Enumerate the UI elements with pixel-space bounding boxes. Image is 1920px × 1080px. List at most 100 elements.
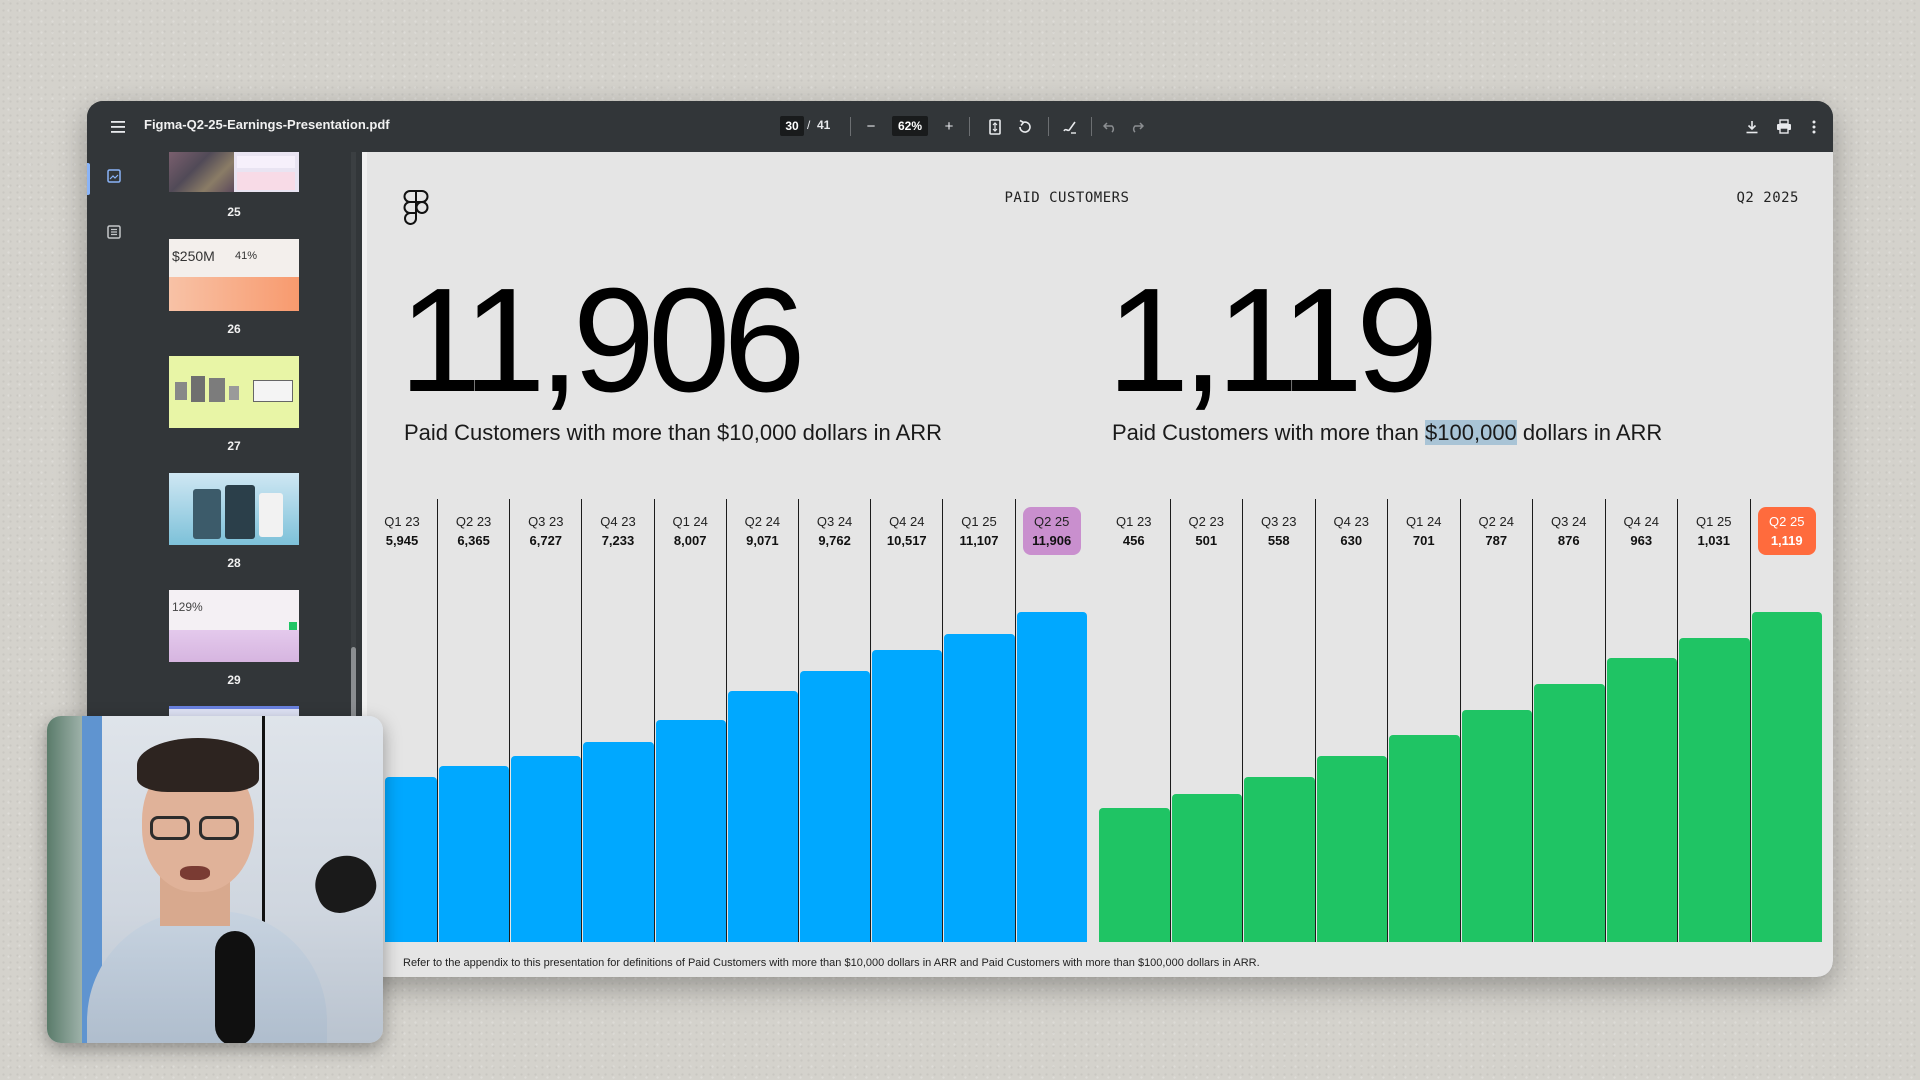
category-label: Q3 24 (1551, 514, 1587, 529)
zoom-out-button[interactable]: − (866, 118, 876, 135)
chart-column: Q2 25 11,906 (1016, 499, 1088, 942)
page-edge (362, 152, 367, 977)
page-thumbnail-28[interactable] (169, 473, 299, 545)
category-label: Q4 24 (1623, 514, 1659, 529)
thumbnail-chart (169, 630, 299, 662)
thumbnail-block (225, 485, 255, 539)
chart-bar (1679, 638, 1750, 942)
rotate-button[interactable] (1014, 113, 1036, 140)
right-metric-caption[interactable]: Paid Customers with more than $100,000 d… (1112, 420, 1662, 446)
page-thumbnail-29[interactable]: 129% (169, 590, 299, 662)
value-label: 1,119 (1770, 533, 1803, 548)
sidebar-scrollbar-track (351, 152, 356, 977)
chart-bar (1461, 710, 1532, 942)
thumbnail-text: 41% (235, 250, 258, 262)
category-label: Q2 24 (744, 514, 781, 529)
category-label: Q4 23 (600, 514, 636, 529)
fit-page-icon (989, 118, 1001, 135)
image-icon (107, 169, 121, 183)
value-label: 9,071 (746, 533, 779, 548)
selected-text[interactable]: $100,000 (1425, 420, 1517, 445)
category-label: Q2 23 (1188, 514, 1224, 529)
category-label: Q2 23 (455, 514, 492, 529)
chart-bar (944, 634, 1015, 942)
thumbnail-photo (169, 152, 234, 192)
category-label: Q1 24 (672, 514, 708, 529)
category-label: Q2 24 (1478, 514, 1514, 529)
chart-bar (727, 691, 798, 942)
webcam-overlay (47, 716, 383, 1043)
hamburger-icon (111, 120, 125, 133)
redo-button[interactable] (1127, 113, 1147, 140)
thumbnail-label-25: 25 (227, 205, 241, 219)
category-label: Q1 23 (1116, 514, 1152, 529)
chart-bar (800, 671, 871, 942)
thumbnail-block (237, 156, 295, 168)
outline-icon (107, 225, 121, 239)
fit-page-button[interactable] (984, 113, 1006, 140)
chart-bar (1606, 658, 1677, 942)
chart-bar (1751, 612, 1822, 942)
value-label: 1,031 (1697, 533, 1731, 548)
webcam-background-plant (47, 716, 87, 1043)
chart-column: Q4 23 7,233 (582, 499, 655, 942)
pdf-viewer-window: Figma-Q2-25-Earnings-Presentation.pdf 30… (87, 101, 1833, 977)
chart-bar (1316, 756, 1387, 942)
chart-column: Q4 24 963 (1606, 499, 1678, 942)
webcam-person-mouth (180, 866, 210, 880)
chart-bar (511, 756, 582, 942)
pdf-page: PAID CUSTOMERS Q2 2025 11,906 Paid Custo… (367, 152, 1833, 977)
chart-column: Q2 23 501 (1171, 499, 1243, 942)
page-thumbnail-27[interactable] (169, 356, 299, 428)
value-label: 501 (1195, 533, 1218, 548)
outline-tab[interactable] (107, 225, 127, 245)
thumbnails-tab[interactable] (107, 169, 127, 189)
zoom-in-button[interactable]: + (944, 118, 954, 135)
thumbnail-label-29: 29 (227, 673, 241, 687)
right-metric-value: 1,119 (1107, 258, 1438, 423)
webcam-lamp (307, 847, 383, 920)
webcam-glasses-left (150, 816, 190, 840)
chart-bar (583, 742, 654, 942)
page-thumbnail-26[interactable]: $250M 41% (169, 239, 299, 311)
category-label: Q3 23 (528, 514, 564, 529)
value-label: 8,007 (673, 533, 707, 548)
thumbnail-label-26: 26 (227, 322, 241, 336)
value-label: 7,233 (601, 533, 635, 548)
thumbnail-text: $250M (172, 248, 215, 264)
download-button[interactable] (1741, 113, 1763, 140)
print-button[interactable] (1773, 113, 1795, 140)
left-metric-caption: Paid Customers with more than $10,000 do… (404, 420, 943, 445)
undo-button[interactable] (1100, 113, 1120, 140)
chart-column: Q3 23 6,727 (510, 499, 583, 942)
thumbnail-block (175, 382, 187, 400)
zoom-level-input[interactable]: 62% (892, 116, 928, 136)
page-number-input[interactable]: 30 (780, 116, 804, 136)
pen-icon (1063, 121, 1076, 134)
value-label: 11,107 (959, 533, 999, 548)
category-label: Q1 25 (1696, 514, 1732, 529)
chart-bar (1534, 684, 1605, 942)
thumbnail-block (253, 380, 293, 402)
chart-column: Q1 25 1,031 (1678, 499, 1751, 942)
chart-column: Q1 24 8,007 (655, 499, 727, 942)
menu-button[interactable] (105, 113, 133, 140)
left-metric-value: 11,906 (399, 258, 806, 423)
value-label: 963 (1630, 533, 1653, 548)
slide-title: PAID CUSTOMERS (1004, 190, 1130, 206)
chart-column: Q2 25 1,119 (1751, 499, 1824, 942)
caption-text: Paid Customers with more than (1112, 420, 1426, 445)
pdf-toolbar: Figma-Q2-25-Earnings-Presentation.pdf 30… (87, 101, 1833, 152)
more-options-button[interactable] (1806, 113, 1822, 140)
webcam-background-panel (82, 716, 102, 1043)
toolbar-divider (850, 117, 851, 136)
category-label: Q1 23 (384, 514, 420, 529)
page-thumbnail-25[interactable] (169, 152, 299, 192)
value-label: 11,906 (1032, 533, 1072, 548)
annotate-button[interactable] (1059, 113, 1081, 140)
highlight-badge (1022, 507, 1081, 555)
rotate-icon (1019, 119, 1031, 133)
thumbnail-block (191, 376, 205, 402)
caption-text: dollars in ARR (1516, 420, 1663, 445)
chart-column: Q2 24 787 (1461, 499, 1533, 942)
